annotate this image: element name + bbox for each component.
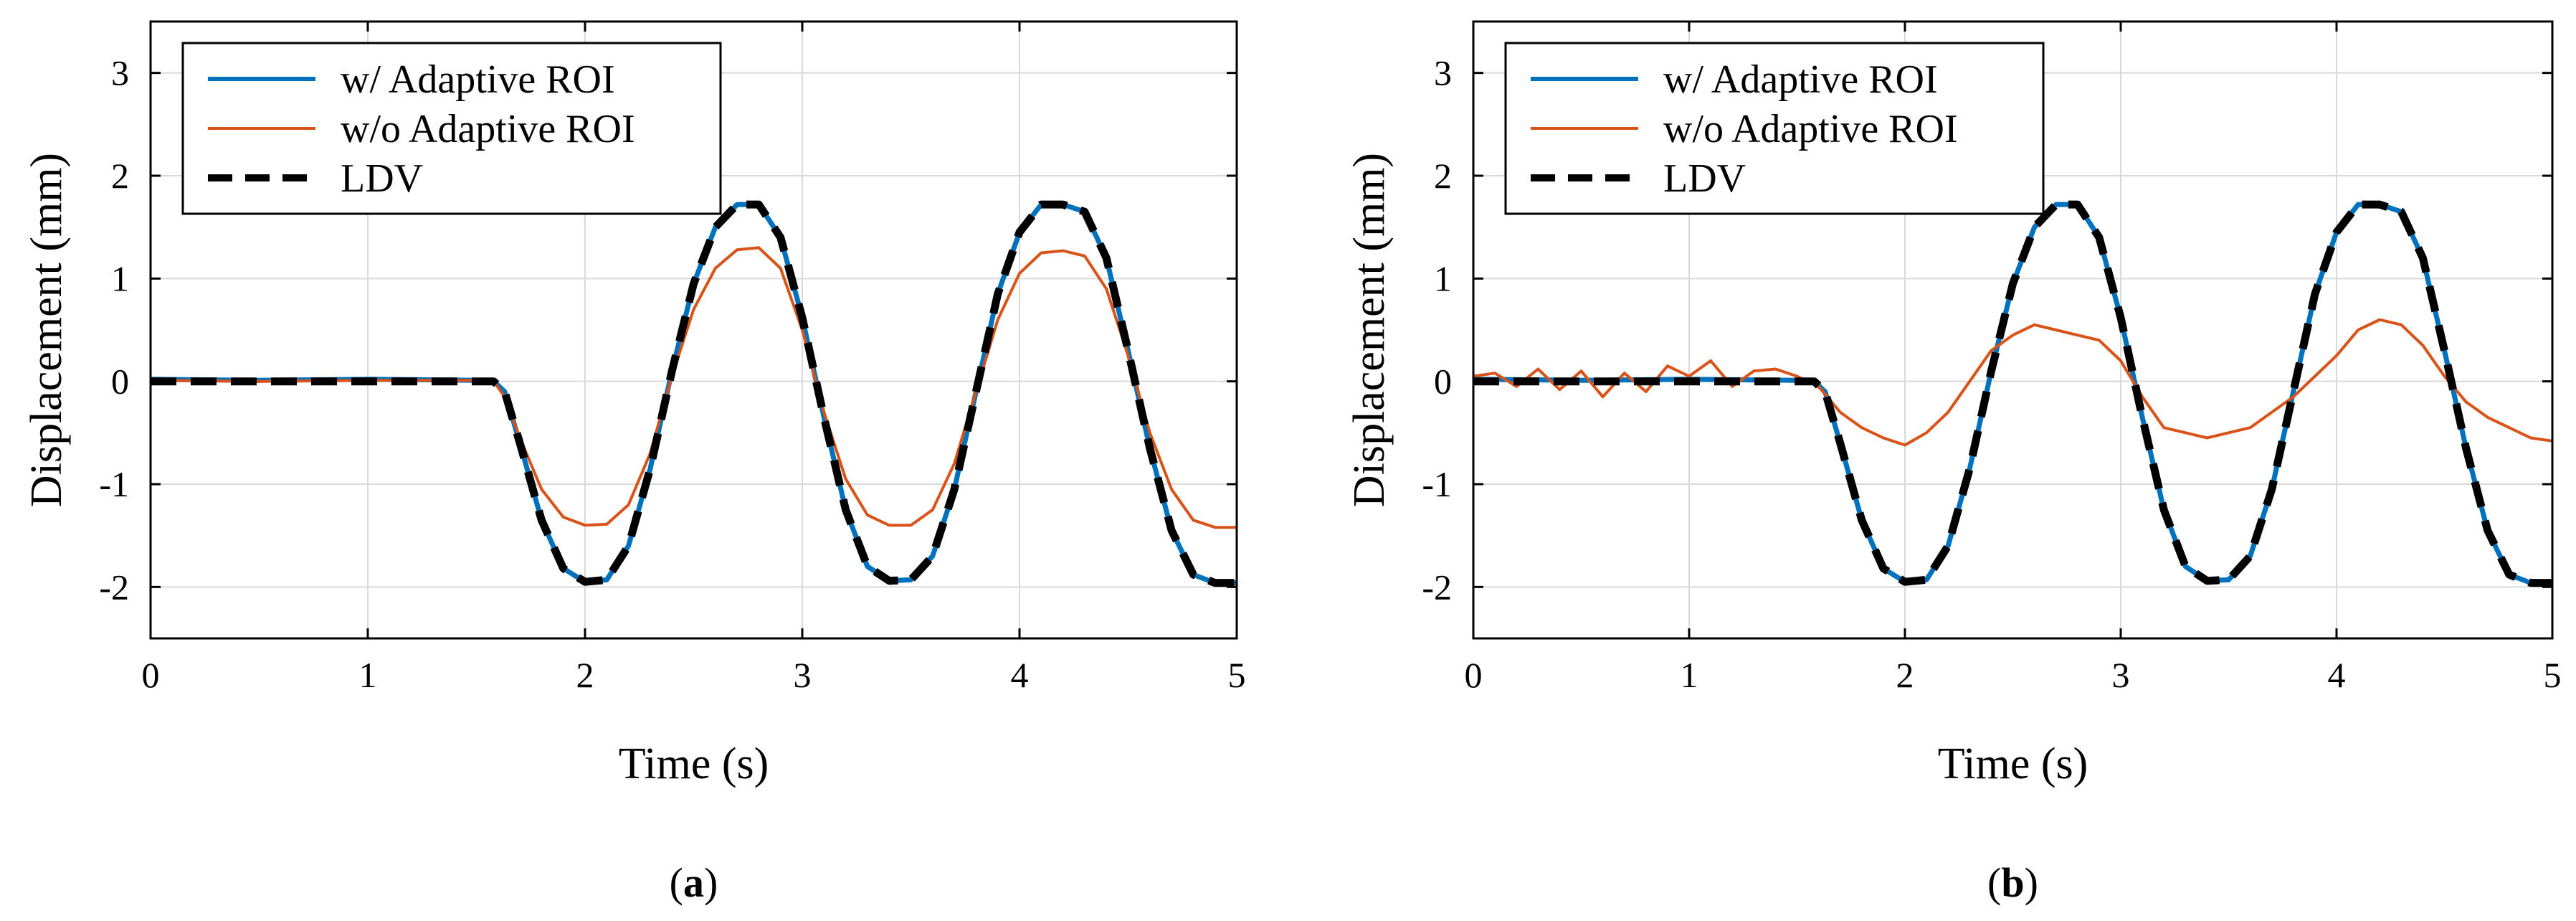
x-tick-label: 2 bbox=[576, 655, 594, 695]
x-tick-label: 4 bbox=[2328, 655, 2346, 695]
x-tick-label: 1 bbox=[359, 655, 377, 695]
legend-label: w/o Adaptive ROI bbox=[341, 107, 635, 151]
x-tick-label: 4 bbox=[1011, 655, 1029, 695]
x-tick-label: 5 bbox=[2544, 655, 2562, 695]
legend-label: w/ Adaptive ROI bbox=[341, 57, 615, 102]
y-tick-label: 3 bbox=[1434, 53, 1452, 93]
y-tick-label: 3 bbox=[111, 53, 129, 93]
legend: w/ Adaptive ROI w/o Adaptive ROI LDV bbox=[1504, 42, 2045, 215]
series-line-no-adaptive bbox=[151, 246, 1237, 529]
y-tick-label: -1 bbox=[99, 464, 129, 504]
x-tick-label: 0 bbox=[142, 655, 160, 695]
series-group bbox=[1473, 200, 2552, 587]
legend-label: LDV bbox=[1663, 156, 1746, 201]
panel-caption: (a) bbox=[670, 859, 718, 906]
legend-label: w/o Adaptive ROI bbox=[1663, 107, 1958, 151]
y-tick-label: -2 bbox=[1422, 567, 1452, 607]
y-axis-title: Displacement (mm) bbox=[1345, 153, 1394, 507]
y-tick-label: 0 bbox=[1434, 362, 1452, 402]
x-tick-label: 0 bbox=[1465, 655, 1483, 695]
y-tick-label: 0 bbox=[111, 362, 129, 402]
axes-frame bbox=[1472, 20, 2554, 640]
chart-panel-b: 0 1 2 3 4 5 3 2 1 0 -1 -2 Time (s) Displacement (mm) w… bbox=[1345, 20, 2562, 906]
axes-frame bbox=[149, 20, 1238, 640]
x-tick-label: 1 bbox=[1681, 655, 1698, 695]
legend: w/ Adaptive ROI w/o Adaptive ROI LDV bbox=[181, 42, 722, 215]
chart-panel-a: 0 1 2 3 4 5 3 2 1 0 -1 -2 Time (s) Displacement (mm) w… bbox=[22, 20, 1246, 906]
y-tick-label: 2 bbox=[1434, 156, 1452, 196]
x-tick-label: 2 bbox=[1896, 655, 1914, 695]
y-axis-title: Displacement (mm) bbox=[22, 153, 71, 507]
series-line-ldv bbox=[151, 200, 1237, 587]
y-tick-label: 2 bbox=[111, 156, 129, 196]
legend-label: w/ Adaptive ROI bbox=[1663, 57, 1938, 102]
panel-caption: (b) bbox=[1987, 859, 2038, 906]
x-tick-label: 5 bbox=[1228, 655, 1246, 695]
x-tick-label: 3 bbox=[794, 655, 812, 695]
y-tick-label: -2 bbox=[99, 567, 129, 607]
y-tick-label: 1 bbox=[111, 258, 129, 298]
y-tick-label: -1 bbox=[1422, 464, 1452, 504]
x-tick-label: 3 bbox=[2112, 655, 2130, 695]
series-group bbox=[151, 200, 1237, 587]
x-axis-title: Time (s) bbox=[1938, 740, 2088, 788]
series-line-ldv bbox=[1473, 200, 2552, 587]
x-axis-title: Time (s) bbox=[619, 740, 769, 788]
y-tick-label: 1 bbox=[1434, 258, 1452, 298]
legend-label: LDV bbox=[341, 156, 423, 201]
